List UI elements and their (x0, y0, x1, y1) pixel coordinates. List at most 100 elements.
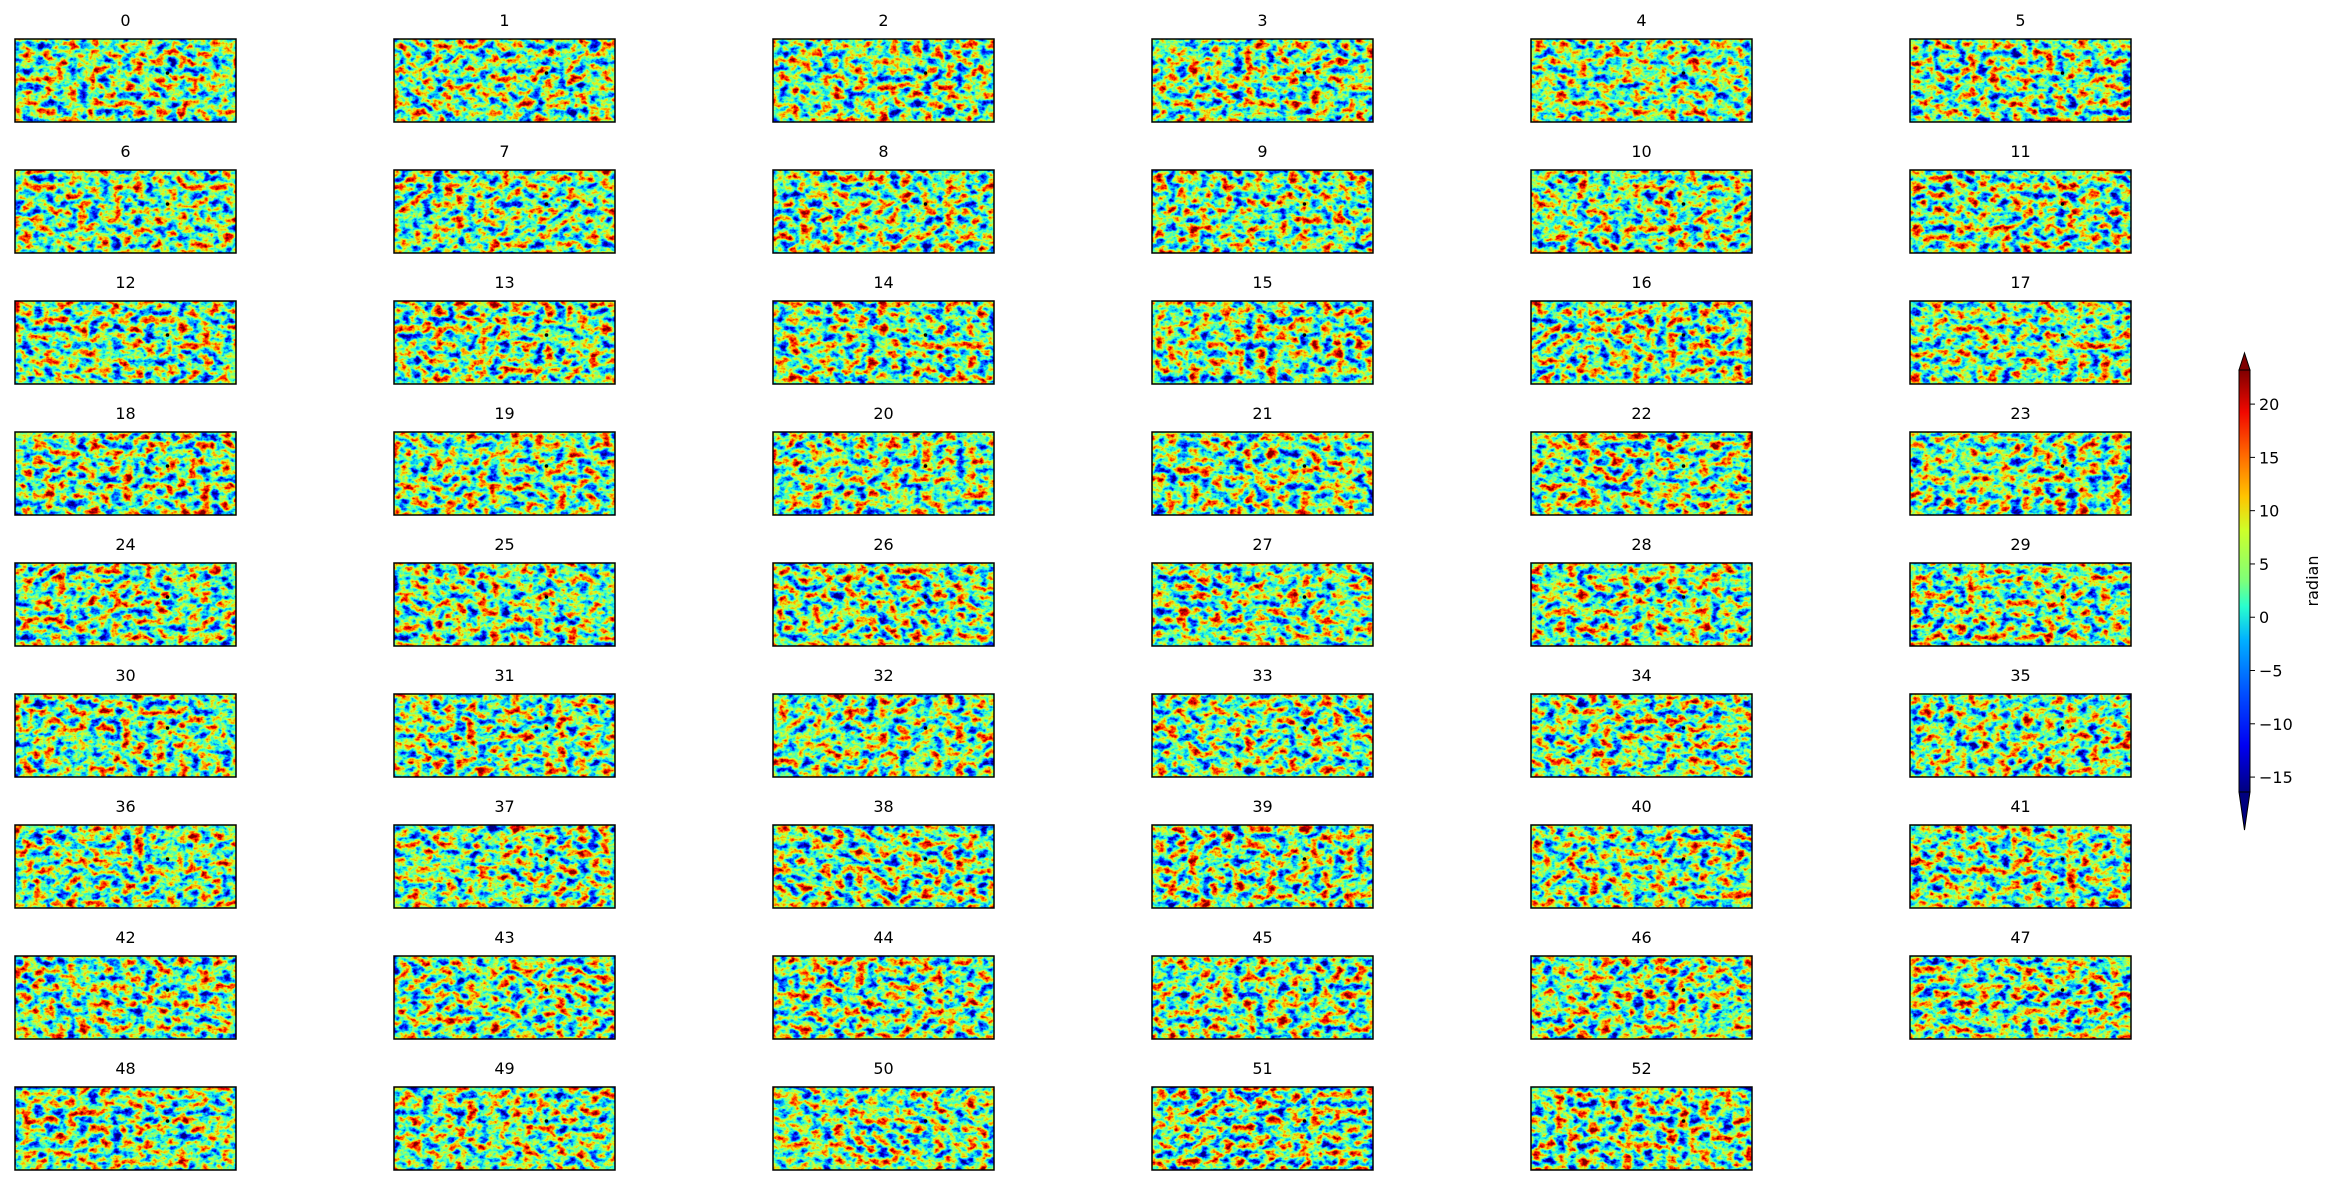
reference-point (544, 464, 549, 468)
reference-point (1681, 333, 1686, 337)
reference-point (544, 857, 549, 861)
panel-title: 30 (115, 666, 135, 685)
reference-point (923, 202, 928, 206)
reference-point (544, 988, 549, 992)
panel-title: 25 (494, 535, 514, 554)
panel-frame (393, 693, 616, 778)
reference-point (2060, 464, 2065, 468)
reference-point (2060, 857, 2065, 861)
reference-point (923, 595, 928, 599)
panel-image (1910, 563, 2131, 646)
panel-image (1152, 694, 1373, 777)
reference-point (923, 333, 928, 337)
panel-title: 24 (115, 535, 135, 554)
panel-frame (1151, 38, 1374, 123)
panel-image (1152, 825, 1373, 908)
panel-image (773, 694, 994, 777)
panel-frame (772, 38, 995, 123)
panel-frame (1151, 1086, 1374, 1171)
panel-title: 34 (1631, 666, 1651, 685)
reference-point (165, 333, 170, 337)
panel-image (773, 825, 994, 908)
panel-frame (1530, 1086, 1753, 1171)
panel-title: 17 (2010, 273, 2030, 292)
panel-title: 42 (115, 928, 135, 947)
panel-image (1910, 39, 2131, 122)
reference-point (165, 595, 170, 599)
panel-frame (1909, 562, 2132, 647)
panel-image (1910, 956, 2131, 1039)
colorbar-label: radian (2303, 556, 2322, 607)
reference-point (165, 71, 170, 75)
panel-title: 20 (873, 404, 893, 423)
panel-image (1152, 956, 1373, 1039)
panel-image (15, 432, 236, 515)
panel-image (1910, 432, 2131, 515)
reference-point (165, 988, 170, 992)
reference-point (544, 595, 549, 599)
panel-title: 46 (1631, 928, 1651, 947)
reference-point (2060, 726, 2065, 730)
panel-title: 47 (2010, 928, 2030, 947)
panel-title: 50 (873, 1059, 893, 1078)
panel-frame (14, 169, 237, 254)
panel-frame (1530, 169, 1753, 254)
panel-title: 44 (873, 928, 893, 947)
panel-title: 22 (1631, 404, 1651, 423)
reference-point (1302, 71, 1307, 75)
panel-frame (1530, 431, 1753, 516)
reference-point (1302, 333, 1307, 337)
reference-point (2060, 71, 2065, 75)
panel-title: 18 (115, 404, 135, 423)
reference-point (1681, 988, 1686, 992)
panel-title: 0 (120, 11, 130, 30)
panel-title: 48 (115, 1059, 135, 1078)
panel-frame (1909, 169, 2132, 254)
panel-image (1152, 1087, 1373, 1170)
panel-frame (1909, 693, 2132, 778)
panel-frame (1909, 431, 2132, 516)
panel-title: 29 (2010, 535, 2030, 554)
colorbar-extend-max (2238, 351, 2251, 371)
panel-frame (1909, 955, 2132, 1040)
panel-image (773, 956, 994, 1039)
panel-image (15, 1087, 236, 1170)
panel-title: 12 (115, 273, 135, 292)
panel-title: 9 (1257, 142, 1267, 161)
panel-image (394, 1087, 615, 1170)
panel-image (1531, 432, 1752, 515)
panel-frame (393, 300, 616, 385)
reference-point (1302, 857, 1307, 861)
reference-point (923, 1119, 928, 1123)
reference-point (923, 71, 928, 75)
reference-point (923, 464, 928, 468)
panel-image (1152, 170, 1373, 253)
colorbar-tick-label: −15 (2259, 768, 2293, 787)
panel-title: 52 (1631, 1059, 1651, 1078)
panel-image (773, 170, 994, 253)
panel-image (394, 432, 615, 515)
panel-image (1531, 563, 1752, 646)
reference-point (544, 1119, 549, 1123)
reference-point (1681, 726, 1686, 730)
panel-title: 36 (115, 797, 135, 816)
panel-image (394, 39, 615, 122)
panel-frame (772, 431, 995, 516)
panel-frame (1151, 300, 1374, 385)
panel-title: 28 (1631, 535, 1651, 554)
panel-image (1910, 825, 2131, 908)
panel-title: 38 (873, 797, 893, 816)
panel-frame (393, 38, 616, 123)
panel-title: 23 (2010, 404, 2030, 423)
panel-frame (772, 693, 995, 778)
panel-image (15, 956, 236, 1039)
panel-image (1910, 301, 2131, 384)
reference-point (1681, 857, 1686, 861)
panel-frame (772, 169, 995, 254)
reference-point (2060, 595, 2065, 599)
panel-frame (393, 431, 616, 516)
panel-frame (393, 1086, 616, 1171)
panel-frame (1530, 300, 1753, 385)
panel-frame (772, 300, 995, 385)
